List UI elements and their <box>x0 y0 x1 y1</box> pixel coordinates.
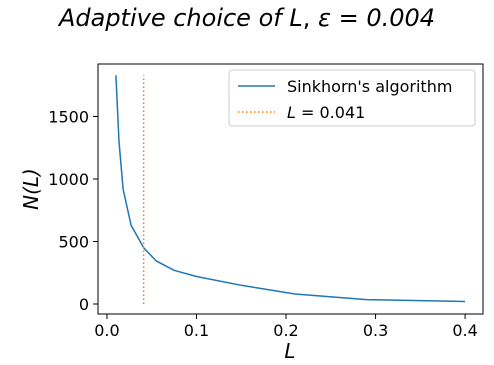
x-tick-label: 0.2 <box>273 321 298 340</box>
y-tick-label: 500 <box>58 233 89 252</box>
legend-label-vline-rest: = 0.041 <box>296 103 365 122</box>
x-axis-ticks: 0.0 0.1 0.2 0.3 0.4 <box>94 314 478 340</box>
y-axis-label-text: N(L) <box>19 168 43 210</box>
legend-box <box>228 69 476 127</box>
y-axis-label: N(L) <box>19 168 43 210</box>
chart-title-prefix: Adaptive choice of <box>58 4 290 32</box>
x-tick-label: 0.4 <box>452 321 477 340</box>
legend-label-vline-var: L <box>287 103 296 122</box>
y-axis-ticks: 0 500 1000 1500 <box>48 108 98 314</box>
legend-label-sinkhorn: Sinkhorn's algorithm <box>287 77 452 96</box>
y-tick-label: 1500 <box>48 108 89 127</box>
legend: Sinkhorn's algorithm L = 0.041 <box>228 69 476 127</box>
y-tick-label: 1000 <box>48 170 89 189</box>
series-line-sinkhorn <box>115 75 466 303</box>
plot-area <box>115 75 466 304</box>
x-tick-label: 0.1 <box>184 321 209 340</box>
legend-label-vline: L = 0.041 <box>287 103 365 122</box>
chart-title-var: L <box>289 4 303 32</box>
chart-title-sep: , <box>302 4 318 32</box>
chart-title: Adaptive choice of L, ε = 0.004 <box>0 4 494 32</box>
x-tick-label: 0.3 <box>363 321 388 340</box>
chart-title-eps: ε = 0.004 <box>317 4 436 32</box>
axes-frame <box>97 63 484 315</box>
x-tick-label: 0.0 <box>94 321 119 340</box>
y-tick-label: 0 <box>79 295 89 314</box>
x-axis-label: L <box>284 339 295 363</box>
